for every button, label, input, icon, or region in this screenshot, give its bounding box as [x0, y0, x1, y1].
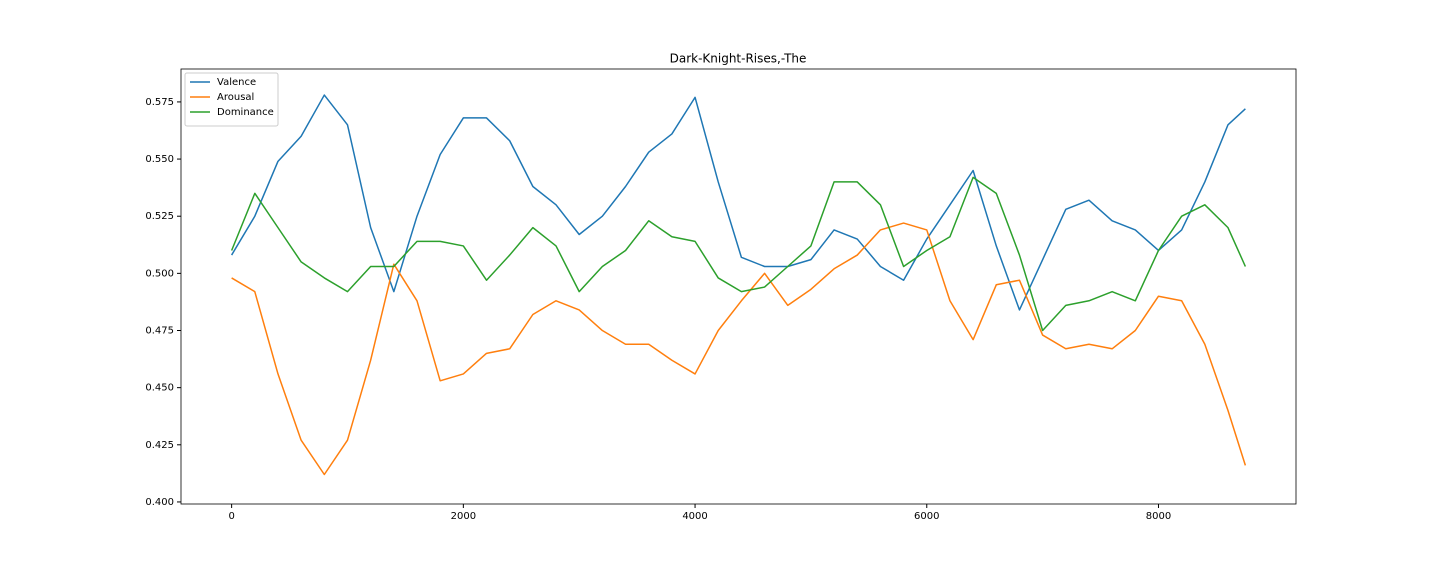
x-tick-label: 6000: [914, 511, 939, 522]
legend-label: Arousal: [217, 92, 254, 103]
legend-label: Dominance: [217, 107, 274, 118]
y-tick-label: 0.550: [145, 154, 174, 165]
x-tick-label: 2000: [451, 511, 476, 522]
series-line: [231, 222, 1247, 476]
legend-label: Valence: [217, 77, 256, 88]
x-tick-label: 8000: [1146, 511, 1171, 522]
y-tick-label: 0.575: [145, 97, 174, 108]
y-tick-label: 0.500: [145, 268, 174, 279]
x-tick-label: 0: [228, 511, 234, 522]
y-tick-label: 0.425: [145, 440, 174, 451]
chart-title: Dark-Knight-Rises,-The: [670, 52, 807, 66]
y-tick-label: 0.400: [145, 497, 174, 508]
x-tick-label: 4000: [682, 511, 707, 522]
series-line: [230, 94, 1246, 311]
y-tick-label: 0.525: [145, 211, 174, 222]
y-tick-label: 0.450: [145, 383, 174, 394]
series-line: [230, 176, 1247, 332]
y-tick-label: 0.475: [145, 326, 174, 337]
plot-frame: [180, 68, 1297, 505]
